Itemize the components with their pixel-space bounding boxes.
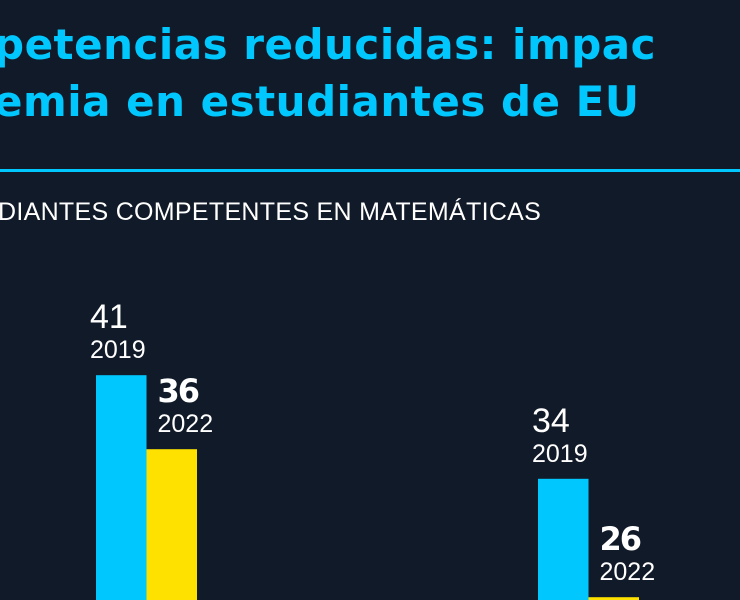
bar-2022 (146, 449, 197, 600)
bar-2019 (538, 478, 589, 600)
year-label: 2022 (600, 558, 656, 586)
value-label: 36 (158, 372, 199, 410)
chart-title-line-2: emia en estudiantes de EU (0, 77, 640, 126)
title-divider (0, 169, 740, 172)
bar-2019 (96, 375, 147, 600)
value-label: 26 (600, 520, 641, 558)
value-label: 41 (90, 298, 128, 336)
year-label: 2019 (532, 440, 588, 468)
bar-2022 (588, 597, 639, 600)
value-label: 34 (532, 402, 570, 440)
year-label: 2019 (90, 336, 146, 364)
chart-subtitle: DIANTES COMPETENTES EN MATEMÁTICAS (0, 198, 542, 226)
chart-title-line-1: petencias reducidas: impac (0, 20, 657, 69)
year-label: 2022 (158, 410, 214, 438)
